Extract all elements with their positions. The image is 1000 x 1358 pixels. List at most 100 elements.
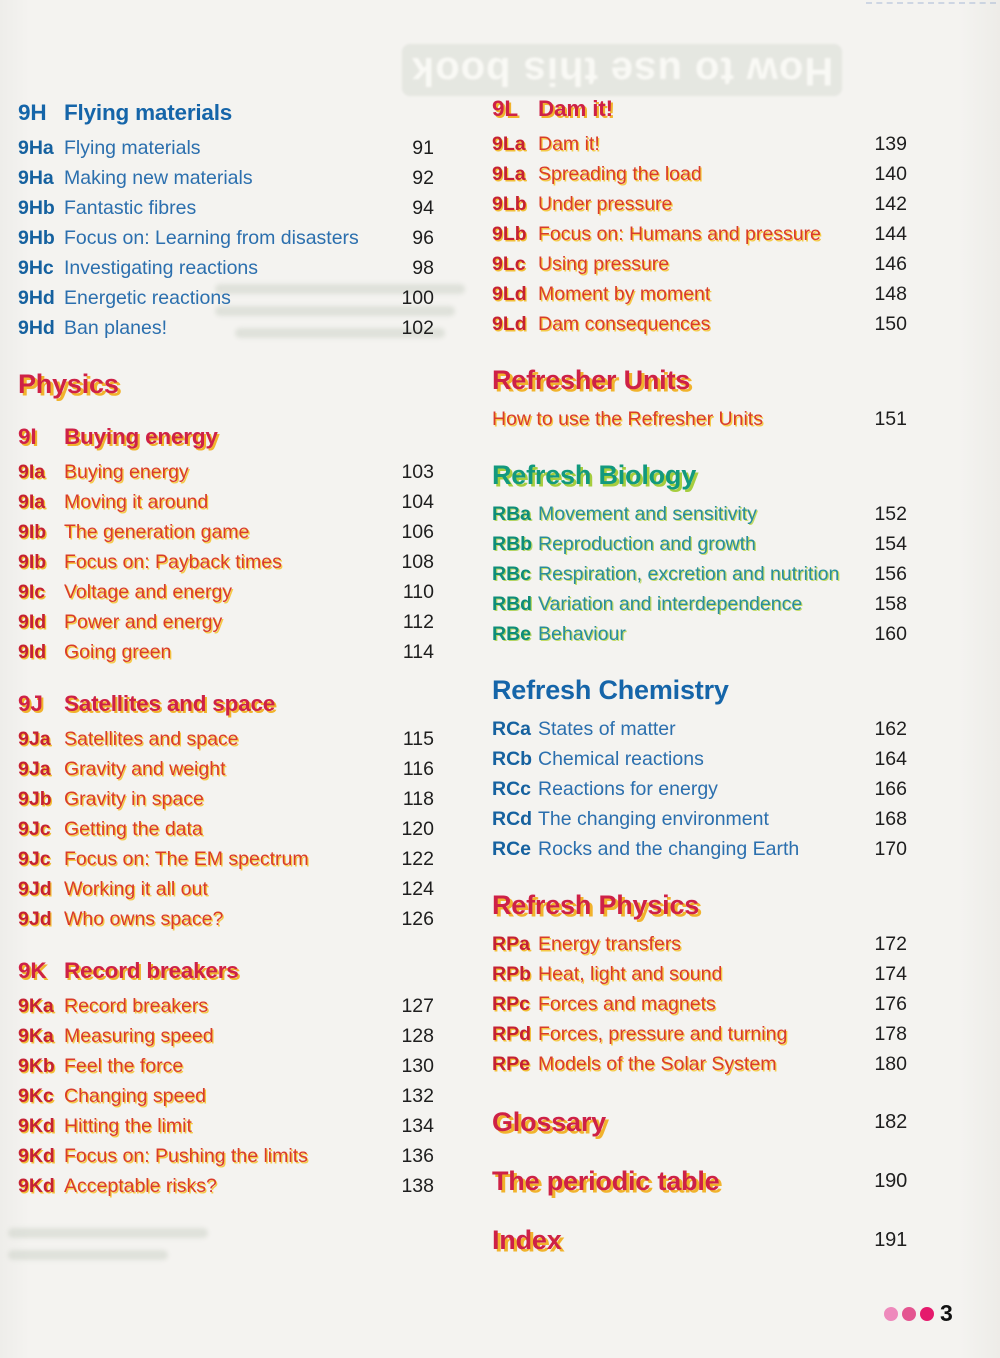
row-title: Reproduction and growth (538, 532, 756, 555)
row-page-number: 103 (401, 460, 434, 483)
ghost-reverse-page-title: How to use this book (410, 48, 834, 93)
toc-section: Glossary 182 (492, 1107, 907, 1138)
section-title: Dam it! (538, 96, 613, 121)
row-title: Hitting the limit (64, 1114, 192, 1137)
row-label: 9Hb (18, 226, 55, 249)
toc-section: The periodic table 190 (492, 1166, 907, 1197)
row-label: 9Ic (18, 580, 46, 603)
row-label: RCb (492, 747, 533, 770)
toc-row: 9Hb Fantastic fibres 94 (18, 193, 434, 223)
toc-row: 9Ha Flying materials 91 (18, 133, 434, 163)
row-page-number: 98 (412, 256, 434, 279)
toc-row: RBd Variation and interdependence 158 (492, 589, 907, 619)
row-page-number: 140 (874, 162, 907, 185)
row-label: RBb (492, 532, 533, 555)
row-title: Heat, light and sound (538, 962, 723, 985)
row-title: States of matter (538, 717, 676, 740)
toc-row: 9Id Going green 114 (18, 637, 434, 667)
row-title: Respiration, excretion and nutrition (538, 562, 840, 585)
row-title: Feel the force (64, 1054, 184, 1077)
row-label: 9Hc (18, 256, 54, 279)
pink-dot-icon (884, 1306, 898, 1321)
row-title: Energy transfers (538, 932, 682, 955)
row-title: Dam it! (538, 132, 600, 155)
toc-row: RCc Reactions for energy 166 (492, 774, 907, 804)
pink-dot-icon (920, 1306, 934, 1321)
row-page-number: 164 (874, 747, 907, 770)
section-header: The periodic table 190 (492, 1166, 907, 1197)
section-page-number: 190 (874, 1170, 907, 1192)
toc-row: RPb Heat, light and sound 174 (492, 959, 907, 989)
toc-row: RCb Chemical reactions 164 (492, 744, 907, 774)
row-title: Focus on: Humans and pressure (538, 222, 821, 245)
row-title: Changing speed (64, 1084, 207, 1107)
row-title: Forces and magnets (538, 992, 716, 1015)
toc-row: 9La Spreading the load 140 (492, 159, 907, 189)
row-page-number: 172 (874, 932, 907, 955)
row-label: RCa (492, 717, 532, 740)
row-page-number: 154 (874, 532, 907, 555)
section-label: 9L (492, 96, 518, 121)
row-label: 9Lb (492, 192, 527, 215)
row-label: RPe (492, 1052, 530, 1075)
row-page-number: 142 (874, 192, 907, 215)
toc-row: 9Ia Moving it around 104 (18, 487, 434, 517)
section-header: 9L Dam it! (492, 96, 907, 122)
toc-row: 9Kb Feel the force 130 (18, 1051, 434, 1081)
toc-row: 9Ia Buying energy 103 (18, 457, 434, 487)
row-label: 9Hd (18, 316, 55, 339)
row-title: Focus on: Learning from disasters (64, 226, 359, 249)
row-label: 9Jc (18, 847, 51, 870)
pink-dot-icon (902, 1306, 916, 1321)
toc-row: 9Jd Working it all out 124 (18, 874, 434, 904)
row-page-number: 132 (401, 1084, 434, 1107)
row-label: 9Lc (492, 252, 526, 275)
section-title: Refresh Physics (492, 890, 700, 920)
row-title: Focus on: Pushing the limits (64, 1144, 308, 1167)
section-title: Physics (18, 369, 119, 399)
row-label: RCd (492, 807, 533, 830)
row-page-number: 138 (401, 1174, 434, 1197)
row-label: RPa (492, 932, 530, 955)
row-label: 9Ha (18, 136, 54, 159)
row-page-number: 100 (401, 286, 434, 309)
bleed-through-artifact (215, 284, 470, 338)
row-page-number: 160 (874, 622, 907, 645)
row-page-number: 128 (401, 1024, 434, 1047)
row-title: Gravity and weight (64, 757, 226, 780)
toc-section: 9K Record breakers 9Ka Record breakers 127 9K… (18, 958, 434, 1201)
toc-row: RBa Movement and sensitivity 152 (492, 499, 907, 529)
toc-row: 9Hb Focus on: Learning from disasters 96 (18, 223, 434, 253)
section-label: 9I (18, 424, 37, 449)
row-label: 9Ka (18, 1024, 54, 1047)
row-page-number: 158 (874, 592, 907, 615)
row-label: 9Kb (18, 1054, 55, 1077)
row-title: Record breakers (64, 994, 209, 1017)
row-page-number: 126 (401, 907, 434, 930)
toc-row: RBb Reproduction and growth 154 (492, 529, 907, 559)
toc-row: 9Ka Record breakers 127 (18, 991, 434, 1021)
row-page-number: 110 (402, 580, 434, 603)
row-label: 9Kd (18, 1174, 55, 1197)
row-title: Focus on: Payback times (64, 550, 282, 573)
toc-row: How to use the Refresher Units 151 (492, 404, 907, 434)
row-page-number: 130 (401, 1054, 434, 1077)
toc-row: 9Lb Focus on: Humans and pressure 144 (492, 219, 907, 249)
section-title: Refresh Biology (492, 460, 697, 490)
row-title: The changing environment (538, 807, 769, 830)
row-page-number: 136 (401, 1144, 434, 1167)
row-page-number: 108 (401, 550, 434, 573)
section-title: Glossary (492, 1107, 606, 1137)
row-title: Satellites and space (64, 727, 239, 750)
section-title: Buying energy (64, 424, 218, 449)
section-label: 9H (18, 100, 47, 125)
row-title: Energetic reactions (64, 286, 231, 309)
row-title: Behaviour (538, 622, 626, 645)
toc-row: 9Hd Ban planes! 102 (18, 313, 434, 343)
row-label: 9Ja (18, 727, 51, 750)
row-label: 9Ib (18, 520, 47, 543)
row-title: Gravity in space (64, 787, 204, 810)
toc-section: 9J Satellites and space 9Ja Satellites and … (18, 691, 434, 934)
row-label: RBa (492, 502, 532, 525)
toc-section: Refresher Units How to use the Refresher … (492, 365, 907, 434)
